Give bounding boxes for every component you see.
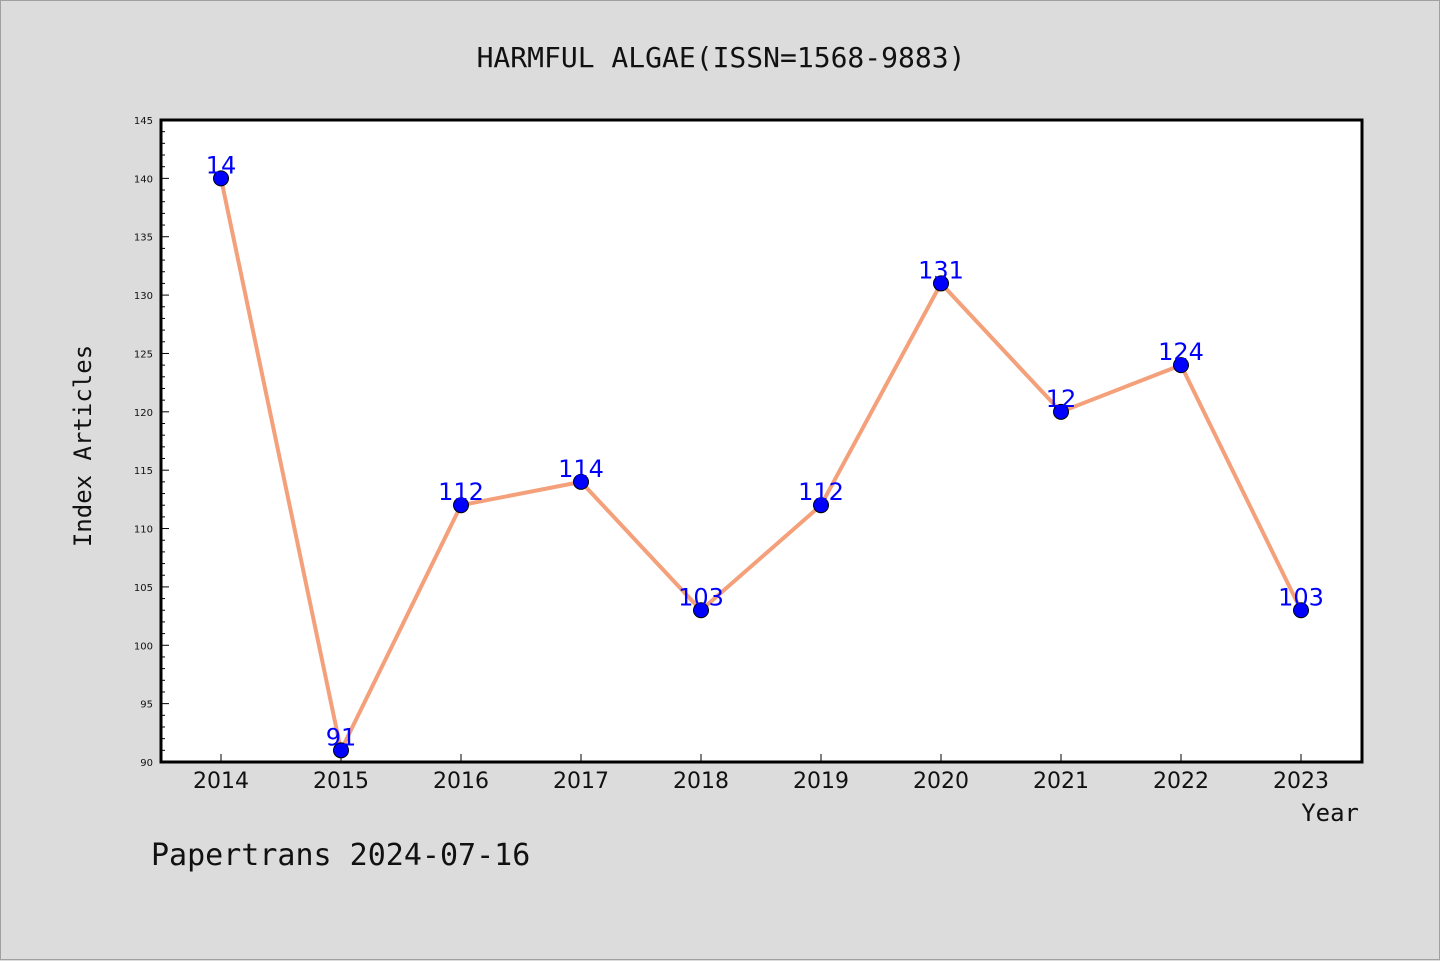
series-markers xyxy=(213,170,1309,759)
x-tick-label: 2018 xyxy=(673,769,729,794)
chart-title: HARMFUL ALGAE(ISSN=1568-9883) xyxy=(477,41,966,74)
data-point xyxy=(933,275,949,292)
y-tick-label: 110 xyxy=(134,525,153,536)
data-label: 131 xyxy=(918,256,964,284)
x-axis: 2014 2015 2016 2017 2018 2019 2020 2021 2022 2023 xyxy=(193,754,1329,794)
data-labels: 14 91 112 114 103 112 131 12 124 103 xyxy=(206,151,1324,751)
x-tick-label: 2020 xyxy=(913,769,969,794)
series-line-path xyxy=(219,177,1303,753)
data-point xyxy=(1173,357,1189,374)
data-point xyxy=(453,497,469,514)
data-label: 91 xyxy=(326,723,357,751)
x-tick-label: 2014 xyxy=(193,769,249,794)
data-label: 14 xyxy=(206,151,237,179)
plot-area xyxy=(159,118,1364,764)
data-label: 112 xyxy=(798,478,844,506)
y-axis: 90 95 100 105 110 115 120 125 130 135 140 145 xyxy=(134,116,169,769)
y-tick-label: 135 xyxy=(134,233,153,244)
x-tick-label: 2021 xyxy=(1033,769,1089,794)
y-tick-label: 95 xyxy=(140,700,153,711)
y-tick-label: 90 xyxy=(140,758,153,769)
x-tick-label: 2019 xyxy=(793,769,849,794)
y-tick-label: 105 xyxy=(134,583,153,594)
data-point xyxy=(333,742,349,759)
y-axis-title: Index Articles xyxy=(69,345,97,547)
y-tick-label: 140 xyxy=(134,174,153,185)
data-label: 103 xyxy=(1278,583,1324,611)
data-point xyxy=(813,497,829,514)
x-tick-label: 2022 xyxy=(1153,769,1209,794)
y-tick-label: 145 xyxy=(134,116,153,127)
y-tick-label: 120 xyxy=(134,408,153,419)
data-label: 124 xyxy=(1158,338,1204,366)
data-point xyxy=(213,170,229,187)
data-label: 112 xyxy=(438,478,484,506)
x-tick-label: 2017 xyxy=(553,769,609,794)
data-label: 12 xyxy=(1046,385,1077,413)
x-axis-title: Year xyxy=(1301,799,1359,827)
data-point xyxy=(693,602,709,619)
data-label: 114 xyxy=(558,455,604,483)
y-tick-label: 125 xyxy=(134,349,153,360)
data-label: 103 xyxy=(678,583,724,611)
data-point xyxy=(1293,602,1309,619)
series-line xyxy=(219,177,1303,753)
x-tick-label: 2023 xyxy=(1273,769,1329,794)
x-tick-label: 2016 xyxy=(433,769,489,794)
y-tick-label: 130 xyxy=(134,291,153,302)
data-point xyxy=(1053,403,1069,420)
footer-text: Papertrans 2024-07-16 xyxy=(151,838,530,873)
data-point xyxy=(573,473,589,490)
x-tick-label: 2015 xyxy=(313,769,369,794)
y-tick-label: 115 xyxy=(134,466,153,477)
y-tick-label: 100 xyxy=(134,641,153,652)
